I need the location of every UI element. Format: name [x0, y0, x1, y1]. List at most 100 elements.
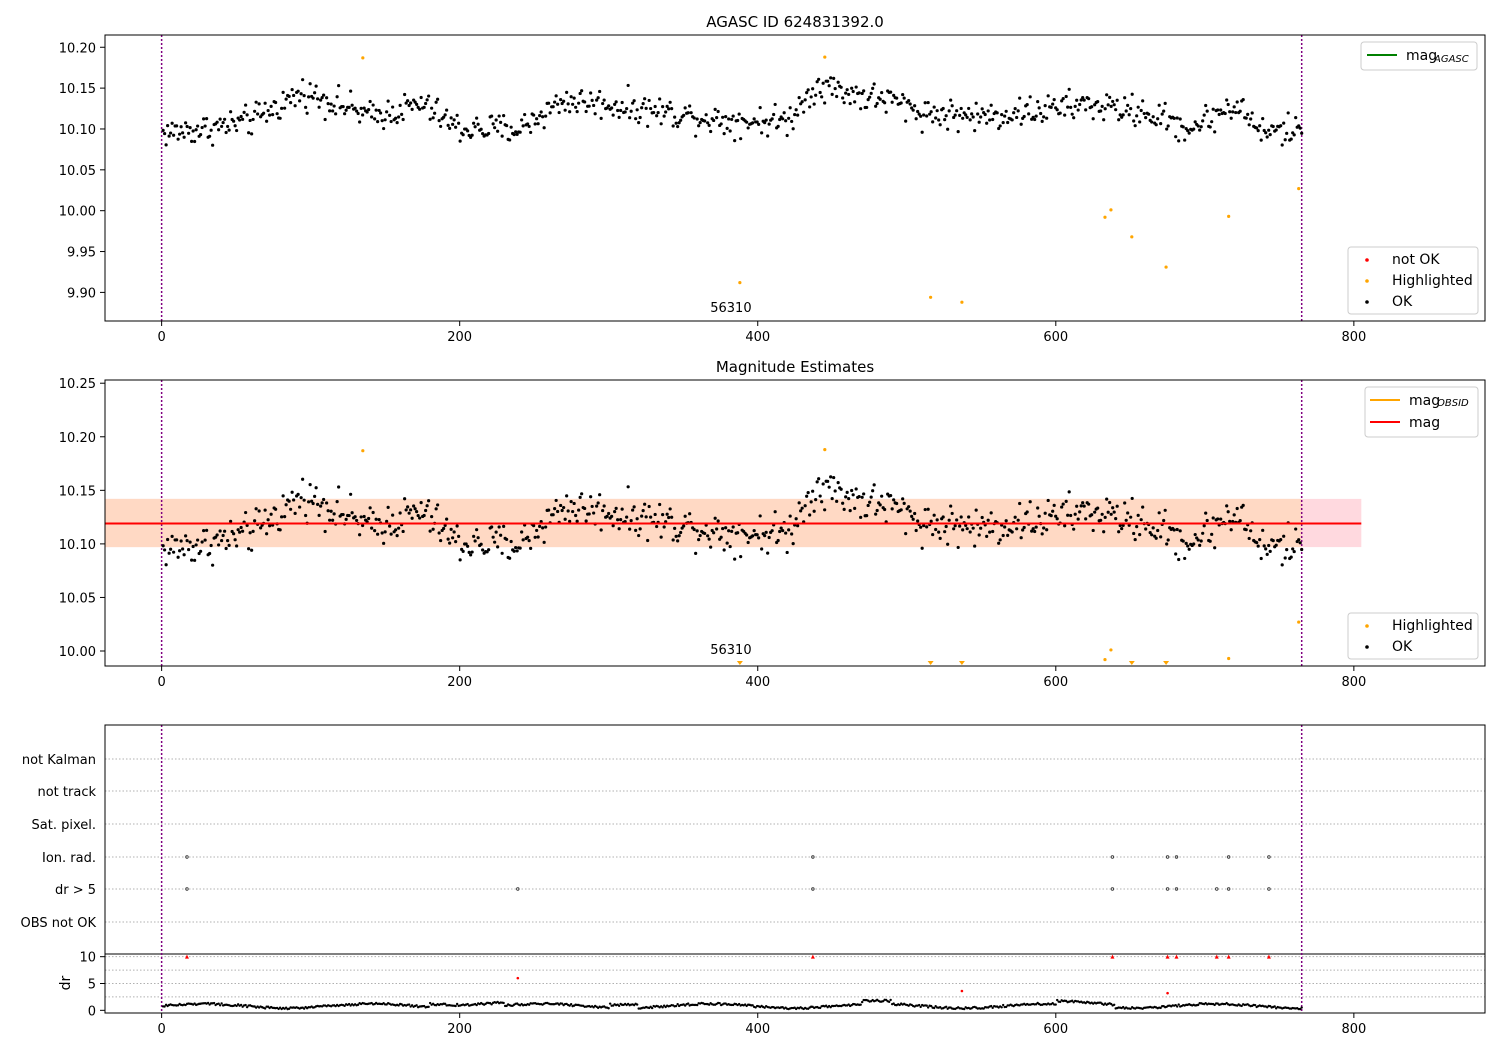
ok-point	[184, 534, 188, 538]
ok-point	[436, 97, 440, 101]
ok-point	[505, 123, 509, 128]
ok-point	[1234, 110, 1238, 115]
ok-point	[830, 92, 834, 97]
ok-point	[1100, 512, 1104, 516]
ok-point	[1147, 112, 1151, 116]
ok-point	[670, 107, 674, 111]
ok-point	[776, 538, 780, 543]
ok-point	[178, 132, 182, 136]
ok-point	[1162, 109, 1166, 113]
legend-highlighted-marker	[1365, 624, 1369, 628]
ok-point	[541, 115, 545, 119]
ok-point	[523, 112, 527, 117]
ok-point	[977, 533, 981, 537]
ok-point	[316, 97, 320, 101]
ok-point	[335, 95, 339, 99]
dr-point	[1273, 1005, 1276, 1008]
ok-point	[1141, 505, 1145, 509]
ok-point	[833, 86, 837, 91]
ok-point	[1136, 513, 1140, 517]
dr-point	[607, 1007, 610, 1010]
ok-point	[752, 529, 756, 533]
dr-overflow-marker	[184, 954, 189, 959]
ok-point	[329, 509, 333, 513]
ok-point	[1249, 117, 1253, 121]
ok-point	[1172, 528, 1176, 532]
highlighted-point	[361, 56, 365, 60]
ok-point	[443, 113, 447, 117]
ok-point	[722, 132, 726, 136]
ok-point	[320, 501, 324, 505]
ok-point	[508, 556, 512, 560]
ok-point	[382, 541, 386, 545]
ok-point	[679, 118, 683, 122]
ok-point	[1294, 527, 1298, 531]
ok-point	[370, 526, 374, 530]
ok-point	[1187, 131, 1191, 135]
ok-point	[1117, 118, 1121, 122]
ok-point	[989, 511, 993, 515]
ok-point	[175, 538, 179, 542]
highlighted-point	[1297, 620, 1301, 624]
ok-point	[667, 107, 671, 111]
dr-point	[686, 1002, 690, 1005]
ok-point	[950, 104, 954, 108]
ok-point	[1159, 535, 1163, 539]
ok-point	[965, 115, 969, 119]
ok-point	[782, 111, 786, 115]
ok-point	[947, 109, 951, 113]
ok-point	[556, 509, 560, 514]
ok-point	[845, 88, 849, 92]
ok-point	[956, 130, 960, 134]
ok-point	[847, 92, 851, 97]
ok-point	[1165, 542, 1169, 546]
ok-point	[895, 96, 899, 100]
ok-point	[1255, 126, 1259, 130]
ok-point	[490, 525, 494, 529]
ok-point	[598, 89, 602, 94]
ok-point	[659, 122, 663, 126]
ok-point	[394, 528, 398, 532]
ok-point	[422, 105, 426, 109]
ok-point	[832, 475, 836, 480]
ok-point	[934, 527, 938, 532]
ok-point	[203, 538, 207, 542]
ok-point	[361, 523, 365, 528]
ok-point	[302, 498, 306, 502]
dr-point	[1300, 1006, 1303, 1009]
ok-point	[1138, 120, 1142, 124]
ok-point	[595, 504, 599, 508]
ok-point	[697, 538, 701, 542]
ok-point	[623, 110, 627, 114]
ok-point	[1285, 131, 1289, 135]
ok-point	[1130, 496, 1134, 501]
ok-point	[542, 540, 546, 544]
ok-point	[1070, 112, 1074, 116]
ok-point	[185, 124, 189, 129]
ok-point	[874, 104, 878, 108]
ok-point	[380, 119, 384, 123]
ok-point	[500, 551, 504, 555]
ok-point	[298, 99, 302, 103]
ok-point	[422, 513, 426, 518]
ok-point	[1274, 543, 1278, 547]
ok-point	[1291, 547, 1295, 551]
ok-point	[811, 489, 815, 493]
ok-point	[163, 131, 167, 136]
ok-point	[1010, 530, 1014, 534]
ok-point	[973, 544, 977, 548]
ok-point	[1115, 98, 1119, 102]
highlighted-offscale-marker	[958, 661, 965, 665]
ok-point	[544, 114, 548, 118]
ok-point	[191, 129, 195, 133]
ok-point	[451, 122, 455, 126]
ok-point	[190, 139, 194, 143]
ok-point	[253, 109, 257, 113]
ok-point	[668, 100, 672, 104]
ok-point	[935, 518, 939, 522]
ok-point	[1232, 105, 1236, 109]
highlighted-point	[1227, 214, 1231, 219]
ok-point	[755, 533, 759, 537]
ok-point	[803, 98, 807, 102]
ok-point	[719, 535, 723, 539]
